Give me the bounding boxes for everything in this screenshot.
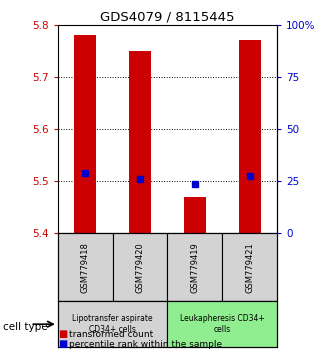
Text: GSM779418: GSM779418 bbox=[81, 242, 90, 293]
Text: GSM779421: GSM779421 bbox=[245, 242, 254, 293]
Bar bbox=[129, 51, 151, 233]
Text: percentile rank within the sample: percentile rank within the sample bbox=[69, 340, 222, 349]
Bar bbox=[239, 40, 261, 233]
Bar bbox=[222, 233, 277, 302]
Bar bbox=[74, 35, 96, 233]
Text: GSM779419: GSM779419 bbox=[190, 242, 199, 293]
Text: cell type: cell type bbox=[3, 322, 48, 332]
Text: Leukapheresis CD34+
cells: Leukapheresis CD34+ cells bbox=[180, 314, 265, 334]
Bar bbox=[168, 302, 277, 347]
Text: Lipotransfer aspirate
CD34+ cells: Lipotransfer aspirate CD34+ cells bbox=[72, 314, 153, 334]
Text: ■: ■ bbox=[58, 339, 67, 349]
Bar bbox=[58, 302, 168, 347]
Text: ■: ■ bbox=[58, 329, 67, 339]
Title: GDS4079 / 8115445: GDS4079 / 8115445 bbox=[100, 11, 235, 24]
Bar bbox=[58, 233, 113, 302]
Text: transformed count: transformed count bbox=[69, 330, 153, 339]
Bar bbox=[184, 197, 206, 233]
Text: GSM779420: GSM779420 bbox=[136, 242, 145, 293]
Bar bbox=[168, 233, 222, 302]
Bar bbox=[113, 233, 168, 302]
